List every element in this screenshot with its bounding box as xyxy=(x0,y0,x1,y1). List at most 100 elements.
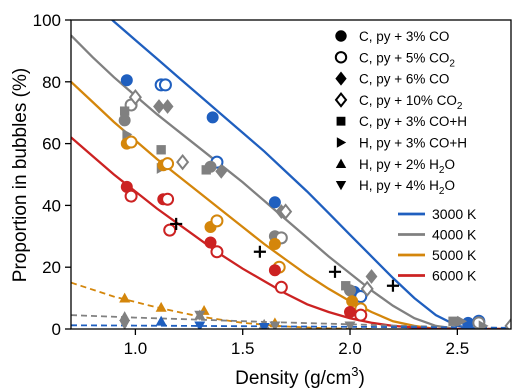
legend-label-suffix: O xyxy=(444,157,455,172)
legend-marker xyxy=(334,92,348,108)
data-point xyxy=(170,217,183,230)
data-point xyxy=(176,153,190,171)
data-point xyxy=(194,310,206,321)
data-point xyxy=(206,111,219,124)
data-point xyxy=(128,89,142,106)
data-point xyxy=(201,165,211,175)
legend-label: C, py + 3% CO+H xyxy=(359,114,467,129)
data-point xyxy=(344,306,357,319)
data-point xyxy=(268,238,281,251)
plot-area xyxy=(71,20,511,329)
data-point xyxy=(161,157,175,171)
fit-line xyxy=(110,20,511,329)
data-point xyxy=(457,315,468,327)
data-point xyxy=(478,320,489,329)
legend-label-subscript: 2 xyxy=(439,186,445,197)
y-tick-label: 80 xyxy=(42,73,61,92)
data-point xyxy=(386,279,400,292)
legend-marker xyxy=(334,51,348,64)
legend-label: C, py + 6% CO xyxy=(359,72,449,87)
legend-label-subscript: 2 xyxy=(457,101,463,112)
legend-label-text: H, py + 4% H xyxy=(359,178,439,193)
data-point xyxy=(210,245,224,259)
x-tick-label: 1.5 xyxy=(231,339,255,358)
data-point xyxy=(279,203,293,220)
legend-line-label: 3000 K xyxy=(432,206,477,222)
data-point xyxy=(119,319,131,329)
y-tick-label: 60 xyxy=(42,135,61,154)
data-point xyxy=(360,280,374,298)
data-point xyxy=(215,164,228,179)
legend-label-suffix: O xyxy=(444,178,455,193)
plot-frame xyxy=(70,19,512,330)
x-tick-label: 2.5 xyxy=(446,339,470,358)
x-axis-label: Density (g/cm3) xyxy=(235,364,365,389)
legend-label-subscript: 2 xyxy=(449,58,455,69)
legend-marker xyxy=(335,30,347,42)
legend-label-text: H, py + 2% H xyxy=(359,157,439,172)
axes xyxy=(70,19,512,330)
data-point xyxy=(119,292,131,303)
data-point xyxy=(155,301,167,312)
data-point xyxy=(118,114,131,127)
legend-marker xyxy=(336,137,347,148)
data-point xyxy=(253,245,266,258)
legend-label-text: C, py + 5% CO xyxy=(359,50,449,65)
data-point xyxy=(341,281,351,291)
data-point xyxy=(504,317,511,329)
data-point xyxy=(269,321,281,329)
y-tick-label: 0 xyxy=(52,320,61,339)
legend-label-text: C, py + 6% CO xyxy=(359,72,449,87)
data-point xyxy=(158,78,172,92)
data-point xyxy=(119,106,130,116)
legend-label-text: C, py + 3% CO+H xyxy=(359,114,467,129)
data-points xyxy=(118,74,511,329)
data-point xyxy=(153,99,165,114)
legend-label: C, py + 3% CO xyxy=(359,29,449,44)
legend-marker xyxy=(335,71,347,86)
legend-label-text: H, py + 3% CO+H xyxy=(359,136,467,151)
legend-marker xyxy=(335,180,347,191)
data-point xyxy=(258,323,270,329)
y-axis-label: Proportion in bubbles (%) xyxy=(10,68,31,282)
data-point xyxy=(120,74,133,87)
legend-label: H, py + 2% H2O xyxy=(359,157,455,176)
data-point xyxy=(161,99,174,114)
x-tick-label: 1.0 xyxy=(124,339,148,358)
data-point xyxy=(328,265,342,278)
data-point xyxy=(194,321,206,329)
y-tick-label: 40 xyxy=(42,196,61,215)
data-point xyxy=(155,315,167,326)
legend-line-label: 6000 K xyxy=(432,268,477,284)
dashed-fit-line xyxy=(71,281,372,329)
data-point xyxy=(119,311,131,322)
data-point xyxy=(204,236,217,249)
data-point xyxy=(365,269,378,284)
data-point xyxy=(210,214,224,228)
y-tick-label: 100 xyxy=(33,11,61,30)
data-point xyxy=(274,280,288,294)
legend-label: C, py + 10% CO2 xyxy=(359,93,463,112)
legend-label-text: C, py + 10% CO xyxy=(359,93,457,108)
legend-label: C, py + 5% CO2 xyxy=(359,50,455,69)
legend-label-text: C, py + 3% CO xyxy=(359,29,449,44)
x-tick-label: 2.0 xyxy=(338,339,362,358)
legend-line-label: 5000 K xyxy=(432,247,477,263)
legend-marker xyxy=(336,116,346,126)
tick-marks: 1.0 1.5 2.0 2.5 0 20 40 60 80 100 xyxy=(33,11,470,358)
data-point xyxy=(354,308,368,322)
y-tick-label: 20 xyxy=(42,258,61,277)
legend-label-subscript: 2 xyxy=(439,165,445,176)
data-point xyxy=(124,189,138,203)
x-axis-label-end: ) xyxy=(359,368,365,389)
data-point xyxy=(161,192,175,206)
data-point xyxy=(448,316,458,326)
x-axis-label-main: Density (g/cm xyxy=(235,368,351,389)
x-axis-label-sup: 3 xyxy=(351,364,358,379)
data-point xyxy=(163,223,177,237)
legend-label: H, py + 3% CO+H xyxy=(359,136,467,151)
legend-label: H, py + 4% H2O xyxy=(359,178,455,197)
data-point xyxy=(156,145,166,155)
